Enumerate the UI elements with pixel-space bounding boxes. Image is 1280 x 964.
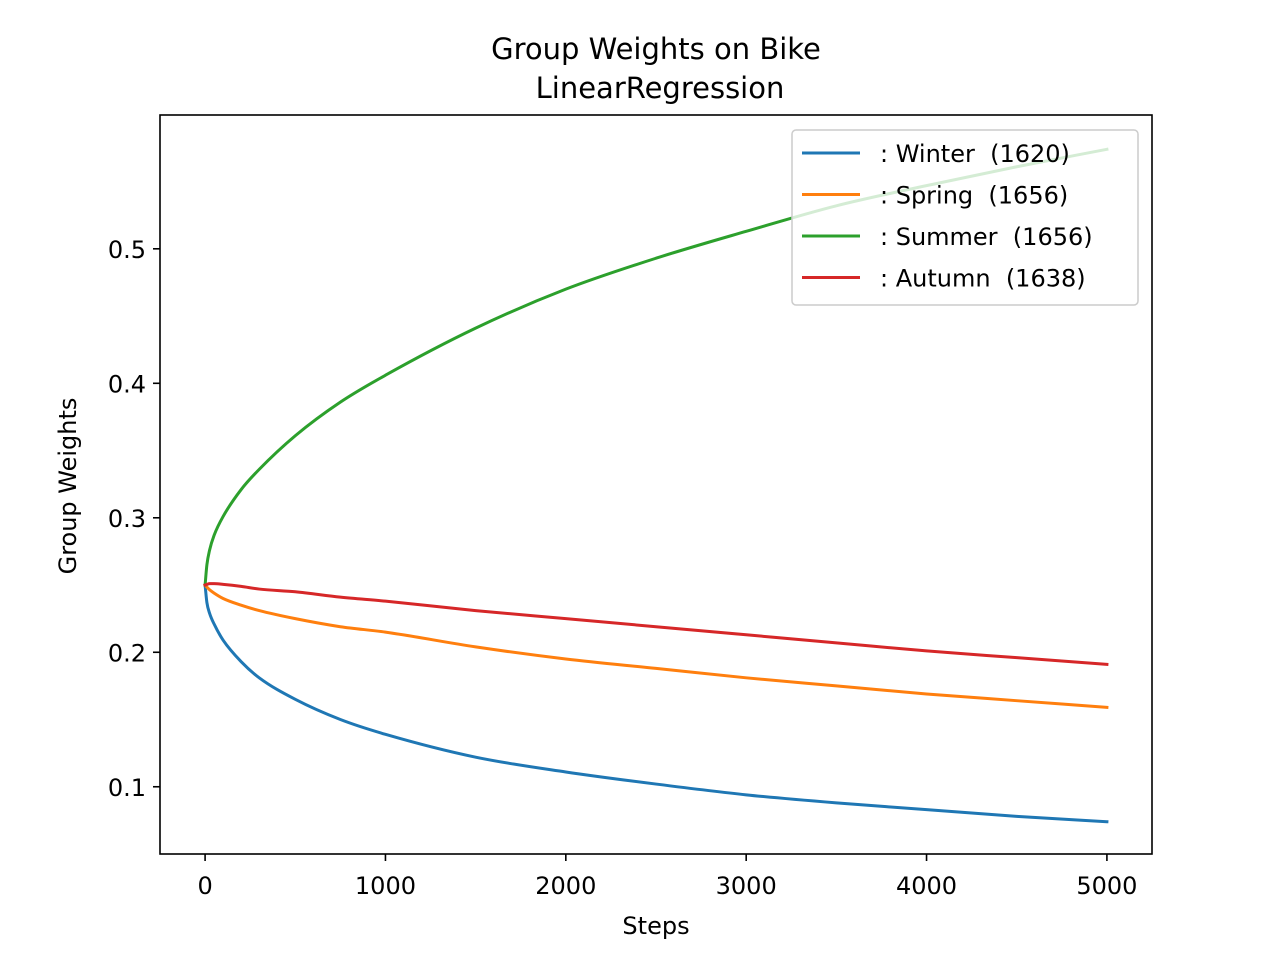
series-line-spring xyxy=(202,582,1109,710)
y-tick-label: 0.1 xyxy=(108,774,146,802)
x-tick-label: 5000 xyxy=(1076,872,1137,900)
x-axis-label: Steps xyxy=(622,912,689,940)
y-tick-label: 0.2 xyxy=(108,639,146,667)
legend-label: : Autumn (1638) xyxy=(880,265,1086,293)
legend-label: : Winter (1620) xyxy=(880,140,1070,168)
plot-area-frame xyxy=(159,114,1153,855)
legend-items: : Winter (1620) : Spring (1656) : Summer (… xyxy=(802,140,1093,293)
y-tick-label: 0.4 xyxy=(108,370,146,398)
x-tick-label: 2000 xyxy=(535,872,596,900)
x-tick-label: 1000 xyxy=(355,872,416,900)
chart-subtitle: LinearRegression xyxy=(536,71,785,105)
y-axis-label: Group Weights xyxy=(54,398,82,575)
legend-box xyxy=(791,129,1139,306)
series-line-winter xyxy=(203,583,1109,824)
x-tick-label: 3000 xyxy=(716,872,777,900)
series-line-autumn xyxy=(203,582,1109,666)
ticks-layer: 0 1000 2000 3000 4000 5000 0.1 0.2 0.3 0.4 0.5 xyxy=(108,236,1138,900)
chart-title: Group Weights on Bike xyxy=(491,32,821,66)
x-tick-label: 4000 xyxy=(896,872,957,900)
legend-label: : Summer (1656) xyxy=(880,223,1093,251)
y-tick-label: 0.5 xyxy=(108,236,146,264)
y-tick-label: 0.3 xyxy=(108,505,146,533)
legend-label: : Spring (1656) xyxy=(880,182,1068,210)
x-tick-label: 0 xyxy=(197,872,212,900)
legend: : Winter (1620) : Spring (1656) : Summer (… xyxy=(791,129,1139,306)
